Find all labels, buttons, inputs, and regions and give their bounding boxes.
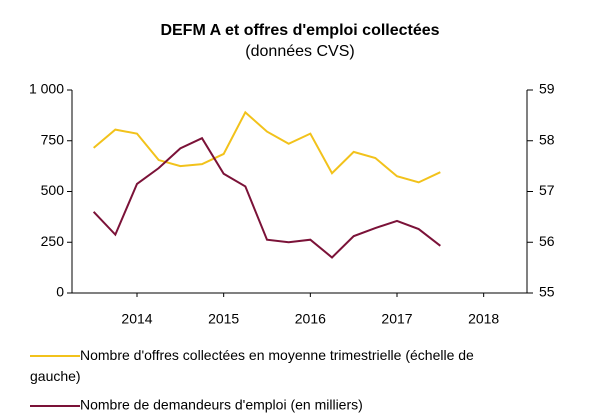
- y2-tick-label: 57: [539, 182, 555, 198]
- legend-label: Nombre de demandeurs d'emploi (en millie…: [80, 397, 363, 413]
- series-line: [92, 136, 441, 259]
- legend-label: Nombre d'offres collectées en moyenne tr…: [30, 347, 474, 384]
- series-line: [93, 110, 441, 184]
- y-tick-label: 750: [41, 131, 65, 147]
- x-tick-label: 2014: [121, 311, 152, 327]
- chart-title: DEFM A et offres d'emploi collectées: [160, 22, 439, 39]
- x-tick-label: 2017: [381, 311, 412, 327]
- y-tick-label: 1 000: [29, 81, 64, 97]
- x-tick-label: 2016: [295, 311, 326, 327]
- y2-tick-label: 56: [539, 233, 555, 249]
- y2-tick-label: 59: [539, 81, 555, 97]
- y2-tick-label: 58: [539, 131, 555, 147]
- x-tick-label: 2015: [208, 311, 239, 327]
- y2-tick-label: 55: [539, 284, 555, 300]
- y-tick-label: 0: [56, 284, 64, 300]
- y-tick-label: 500: [41, 182, 65, 198]
- y-tick-label: 250: [41, 233, 65, 249]
- chart-subtitle: (données CVS): [245, 43, 354, 60]
- x-tick-label: 2018: [468, 311, 499, 327]
